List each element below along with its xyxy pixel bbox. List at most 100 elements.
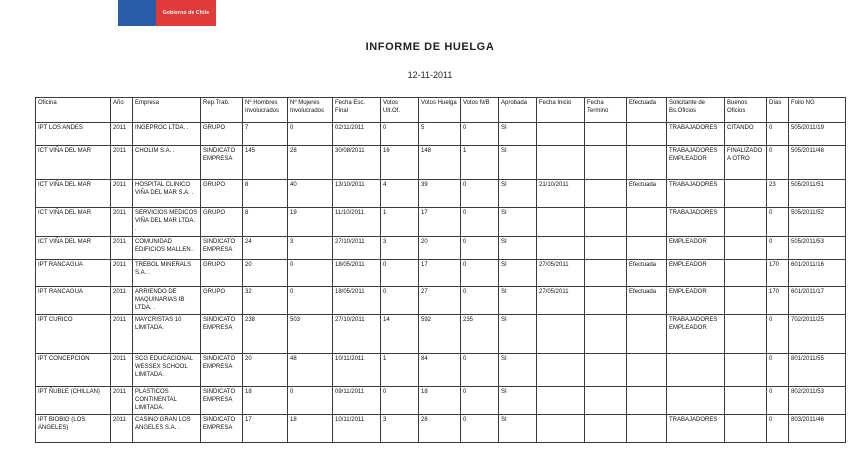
cell-empresa: TREBOL MINERALS S.A. . (132, 259, 201, 287)
cell-folio-ng: 505/2011/48 (788, 145, 846, 180)
cell-solicitante-bs-oficios (666, 386, 725, 415)
cell-oficina: IPT BIOBIO (LOS ANGELES) (35, 414, 111, 443)
cell-votos-huelga: 17 (418, 259, 461, 287)
cell-empresa: COMUNIDAD EDIFICIOS MALLEN . (132, 236, 201, 260)
cell-votos-huelga: 84 (418, 353, 461, 387)
cell-rep-trab: SINDICATO EMPRESA (200, 353, 243, 387)
cell-buenos-oficios (724, 314, 767, 354)
table-row: ICT VIÑA DEL MAR 2011 CHOLIM S.A. . SINDICA… (35, 145, 846, 180)
logo-text: Gobierno de Chile (162, 10, 210, 16)
column-header-aprobada: Aprobada (498, 97, 537, 123)
cell-empresa: HOSPITAL CLINICO VIÑA DEL MAR S.A. . (132, 179, 201, 208)
column-header-fecha-esc-final: Fecha Esc. Final (332, 97, 381, 123)
cell-fecha-termino (584, 353, 627, 387)
cell-n-hombres-involucrados: 24 (242, 236, 288, 260)
cell-fecha-esc-final: 18/05/2011 (332, 286, 381, 315)
column-header-efectuada: Efectuada (626, 97, 667, 123)
cell-votos-nb: 0 (460, 414, 499, 443)
cell-votos-huelga: 20 (418, 236, 461, 260)
cell-oficina: IPT RANCAGUA (35, 286, 111, 315)
cell-n-mujeres-involucrados: 18 (287, 414, 333, 443)
cell-efectuada: Efectuada (626, 259, 667, 287)
cell-rep-trab: GRUPO (200, 207, 243, 237)
cell-fecha-esc-final: 10/11/2011 (332, 414, 381, 443)
cell-votos-ult-of: 0 (380, 286, 419, 315)
table-row: IPT BIOBIO (LOS ANGELES) 2011 CASINO GRAN … (35, 414, 846, 443)
cell-votos-huelga: 18 (418, 386, 461, 415)
cell-ano: 2011 (110, 179, 133, 208)
cell-fecha-esc-final: 10/11/2011 (332, 353, 381, 387)
cell-fecha-termino (584, 414, 627, 443)
cell-oficina: IPT ÑUBLE (CHILLAN) (35, 386, 111, 415)
cell-ano: 2011 (110, 145, 133, 180)
cell-folio-ng: 505/2011/53 (788, 236, 846, 260)
cell-fecha-termino (584, 386, 627, 415)
cell-votos-nb: 0 (460, 236, 499, 260)
cell-folio-ng: 505/2011/51 (788, 179, 846, 208)
cell-dias: 0 (766, 353, 789, 387)
cell-oficina: IPT CONCEPCION (35, 353, 111, 387)
column-header-n-hombres-involucrados: Nº Hombres Involucrados (242, 97, 288, 123)
cell-dias: 0 (766, 207, 789, 237)
cell-aprobada: SI (498, 207, 537, 237)
cell-oficina: IPT CURICO (35, 314, 111, 354)
cell-buenos-oficios (724, 353, 767, 387)
cell-fecha-inicio: 27/05/2011 (536, 286, 585, 315)
cell-dias: 0 (766, 236, 789, 260)
cell-efectuada (626, 353, 667, 387)
cell-n-mujeres-involucrados: 503 (287, 314, 333, 354)
cell-fecha-inicio (536, 414, 585, 443)
cell-n-mujeres-involucrados: 0 (287, 259, 333, 287)
cell-n-hombres-involucrados: 18 (242, 386, 288, 415)
cell-dias: 0 (766, 122, 789, 146)
cell-n-mujeres-involucrados: 0 (287, 386, 333, 415)
cell-votos-nb: 0 (460, 286, 499, 315)
column-header-buenos-oficios: Buenos Oficios (724, 97, 767, 123)
cell-n-mujeres-involucrados: 0 (287, 122, 333, 146)
cell-buenos-oficios: FINALIZADO A OTRO (724, 145, 767, 180)
cell-rep-trab: SINDICATO EMPRESA (200, 145, 243, 180)
cell-votos-ult-of: 1 (380, 207, 419, 237)
column-header-ano: Año (110, 97, 133, 123)
cell-n-hombres-involucrados: 145 (242, 145, 288, 180)
column-header-empresa: Empresa (132, 97, 201, 123)
cell-oficina: IPT RANCAGUA (35, 259, 111, 287)
cell-fecha-inicio (536, 386, 585, 415)
cell-fecha-inicio (536, 353, 585, 387)
cell-fecha-inicio (536, 314, 585, 354)
cell-fecha-inicio: 21/10/2011 (536, 179, 585, 208)
cell-folio-ng: 505/2011/19 (788, 122, 846, 146)
cell-solicitante-bs-oficios: EMPLEADOR (666, 286, 725, 315)
cell-fecha-esc-final: 09/11/2011 (332, 386, 381, 415)
cell-votos-huelga: 17 (418, 207, 461, 237)
cell-fecha-termino (584, 259, 627, 287)
column-header-votos-ult-of: Votos Ult.Of. (380, 97, 419, 123)
cell-fecha-termino (584, 314, 627, 354)
cell-n-mujeres-involucrados: 48 (287, 353, 333, 387)
cell-n-mujeres-involucrados: 0 (287, 286, 333, 315)
cell-votos-nb: 0 (460, 179, 499, 208)
cell-n-hombres-involucrados: 20 (242, 353, 288, 387)
cell-ano: 2011 (110, 122, 133, 146)
cell-folio-ng: 702/2011/25 (788, 314, 846, 354)
flag-blue-block (118, 0, 156, 26)
cell-votos-ult-of: 0 (380, 122, 419, 146)
cell-votos-nb: 235 (460, 314, 499, 354)
cell-votos-nb: 0 (460, 353, 499, 387)
cell-fecha-esc-final: 27/10/2011 (332, 314, 381, 354)
cell-fecha-esc-final: 11/10/2011 (332, 207, 381, 237)
cell-ano: 2011 (110, 286, 133, 315)
cell-solicitante-bs-oficios: EMPLEADOR (666, 259, 725, 287)
cell-fecha-esc-final: 27/10/2011 (332, 236, 381, 260)
cell-votos-huelga: 27 (418, 286, 461, 315)
cell-n-hombres-involucrados: 8 (242, 179, 288, 208)
cell-efectuada (626, 414, 667, 443)
cell-votos-huelga: 39 (418, 179, 461, 208)
cell-fecha-inicio (536, 145, 585, 180)
cell-aprobada: SI (498, 314, 537, 354)
cell-solicitante-bs-oficios: TRABAJADORES EMPLEADOR (666, 145, 725, 180)
cell-n-hombres-involucrados: 238 (242, 314, 288, 354)
column-header-fecha-inicio: Fecha Inicio (536, 97, 585, 123)
cell-oficina: ICT VIÑA DEL MAR (35, 236, 111, 260)
cell-votos-ult-of: 1 (380, 353, 419, 387)
